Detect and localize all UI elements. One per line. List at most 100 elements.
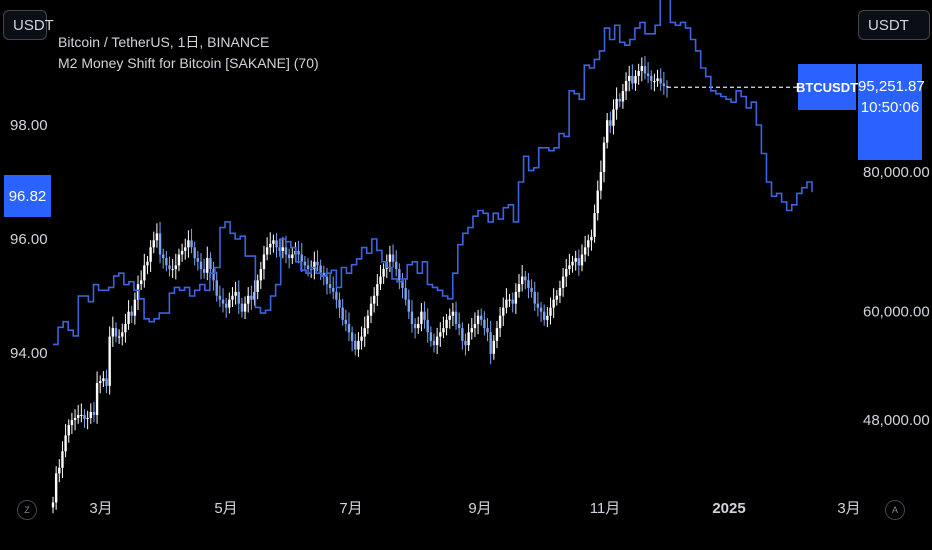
- candle: [117, 329, 121, 344]
- right-tick-label: 80,000.00: [863, 164, 930, 181]
- candle: [180, 243, 184, 262]
- candle: [407, 289, 411, 320]
- candle: [177, 248, 181, 272]
- candle: [133, 292, 137, 325]
- candle: [593, 204, 596, 243]
- candle: [423, 301, 426, 329]
- candle: [92, 401, 96, 423]
- candle: [354, 333, 357, 356]
- left-tick-label: 98.00: [10, 117, 48, 134]
- symbol-legend[interactable]: Bitcoin / TetherUS, 1日, BINANCE: [58, 34, 270, 50]
- candle: [335, 286, 338, 309]
- candle: [95, 371, 99, 424]
- candle: [281, 237, 285, 259]
- candle: [212, 261, 215, 291]
- candle: [558, 280, 562, 304]
- candle: [640, 57, 644, 82]
- right-currency-button[interactable]: USDT: [858, 10, 930, 40]
- candle: [328, 274, 332, 294]
- left-currency-button[interactable]: USDT: [3, 10, 54, 40]
- candle: [426, 308, 429, 343]
- candle: [631, 64, 634, 90]
- candle: [187, 230, 190, 258]
- candle: [574, 250, 577, 271]
- time-tick-label: 9月: [468, 500, 491, 517]
- candle: [489, 320, 492, 365]
- candle: [51, 496, 55, 514]
- candle: [624, 72, 628, 100]
- candle: [628, 65, 631, 92]
- candle: [483, 311, 486, 336]
- m2-shift-line: [53, 0, 813, 346]
- candle: [420, 303, 423, 332]
- candle: [303, 255, 307, 272]
- candle: [341, 298, 344, 326]
- candle: [602, 136, 606, 183]
- candle: [224, 297, 228, 318]
- candle: [530, 279, 533, 298]
- candle: [498, 307, 502, 337]
- candle: [231, 287, 234, 308]
- candle: [366, 309, 370, 334]
- candle: [121, 323, 124, 346]
- candle: [256, 274, 259, 300]
- candle: [127, 300, 130, 330]
- candle: [143, 253, 146, 288]
- right-tick-label: 60,000.00: [863, 304, 930, 321]
- candle: [89, 403, 92, 424]
- candle: [171, 258, 174, 278]
- candle: [80, 403, 83, 423]
- candle: [149, 240, 152, 273]
- candle: [439, 322, 442, 347]
- candle: [457, 312, 461, 336]
- candle: [158, 221, 162, 264]
- candle: [580, 244, 584, 272]
- auto-scale-button[interactable]: A: [885, 500, 905, 520]
- candle: [190, 228, 193, 254]
- time-tick-label: 7月: [339, 500, 362, 517]
- candle: [590, 229, 593, 251]
- candle: [520, 265, 524, 292]
- time-tick-label: 11月: [590, 500, 621, 517]
- zoom-toggle-button[interactable]: Z: [17, 500, 37, 520]
- candle: [61, 441, 64, 479]
- candle: [536, 292, 540, 317]
- candle: [202, 258, 206, 279]
- candle: [398, 263, 401, 290]
- candle: [313, 251, 316, 280]
- candle: [605, 113, 609, 149]
- candle: [360, 326, 363, 350]
- candle: [291, 247, 294, 264]
- candle: [461, 322, 464, 350]
- candle: [259, 261, 263, 290]
- m2-current-value-label: 96.82: [4, 175, 51, 217]
- candle: [382, 263, 385, 284]
- candle: [609, 111, 612, 134]
- candle: [332, 276, 335, 300]
- candle: [262, 245, 266, 280]
- candle: [253, 280, 256, 306]
- candle: [445, 314, 448, 336]
- candle: [410, 300, 414, 333]
- time-tick-label: 3月: [89, 500, 112, 517]
- candle: [467, 323, 470, 352]
- candle: [83, 409, 86, 428]
- time-tick-label: 5月: [214, 500, 237, 517]
- candle: [67, 419, 70, 443]
- candle: [454, 301, 458, 330]
- candle: [524, 270, 527, 290]
- candle: [486, 318, 489, 342]
- candle: [571, 255, 574, 273]
- candle: [124, 313, 127, 343]
- candle: [139, 270, 143, 291]
- candle: [165, 250, 168, 272]
- candle: [662, 71, 666, 95]
- candle: [155, 223, 159, 248]
- indicator-legend[interactable]: M2 Money Shift for Bitcoin [SAKANE] (70): [58, 55, 319, 71]
- candle: [247, 287, 250, 313]
- candle: [435, 327, 439, 354]
- candle: [555, 289, 558, 306]
- candle: [539, 301, 543, 322]
- candle: [480, 308, 483, 326]
